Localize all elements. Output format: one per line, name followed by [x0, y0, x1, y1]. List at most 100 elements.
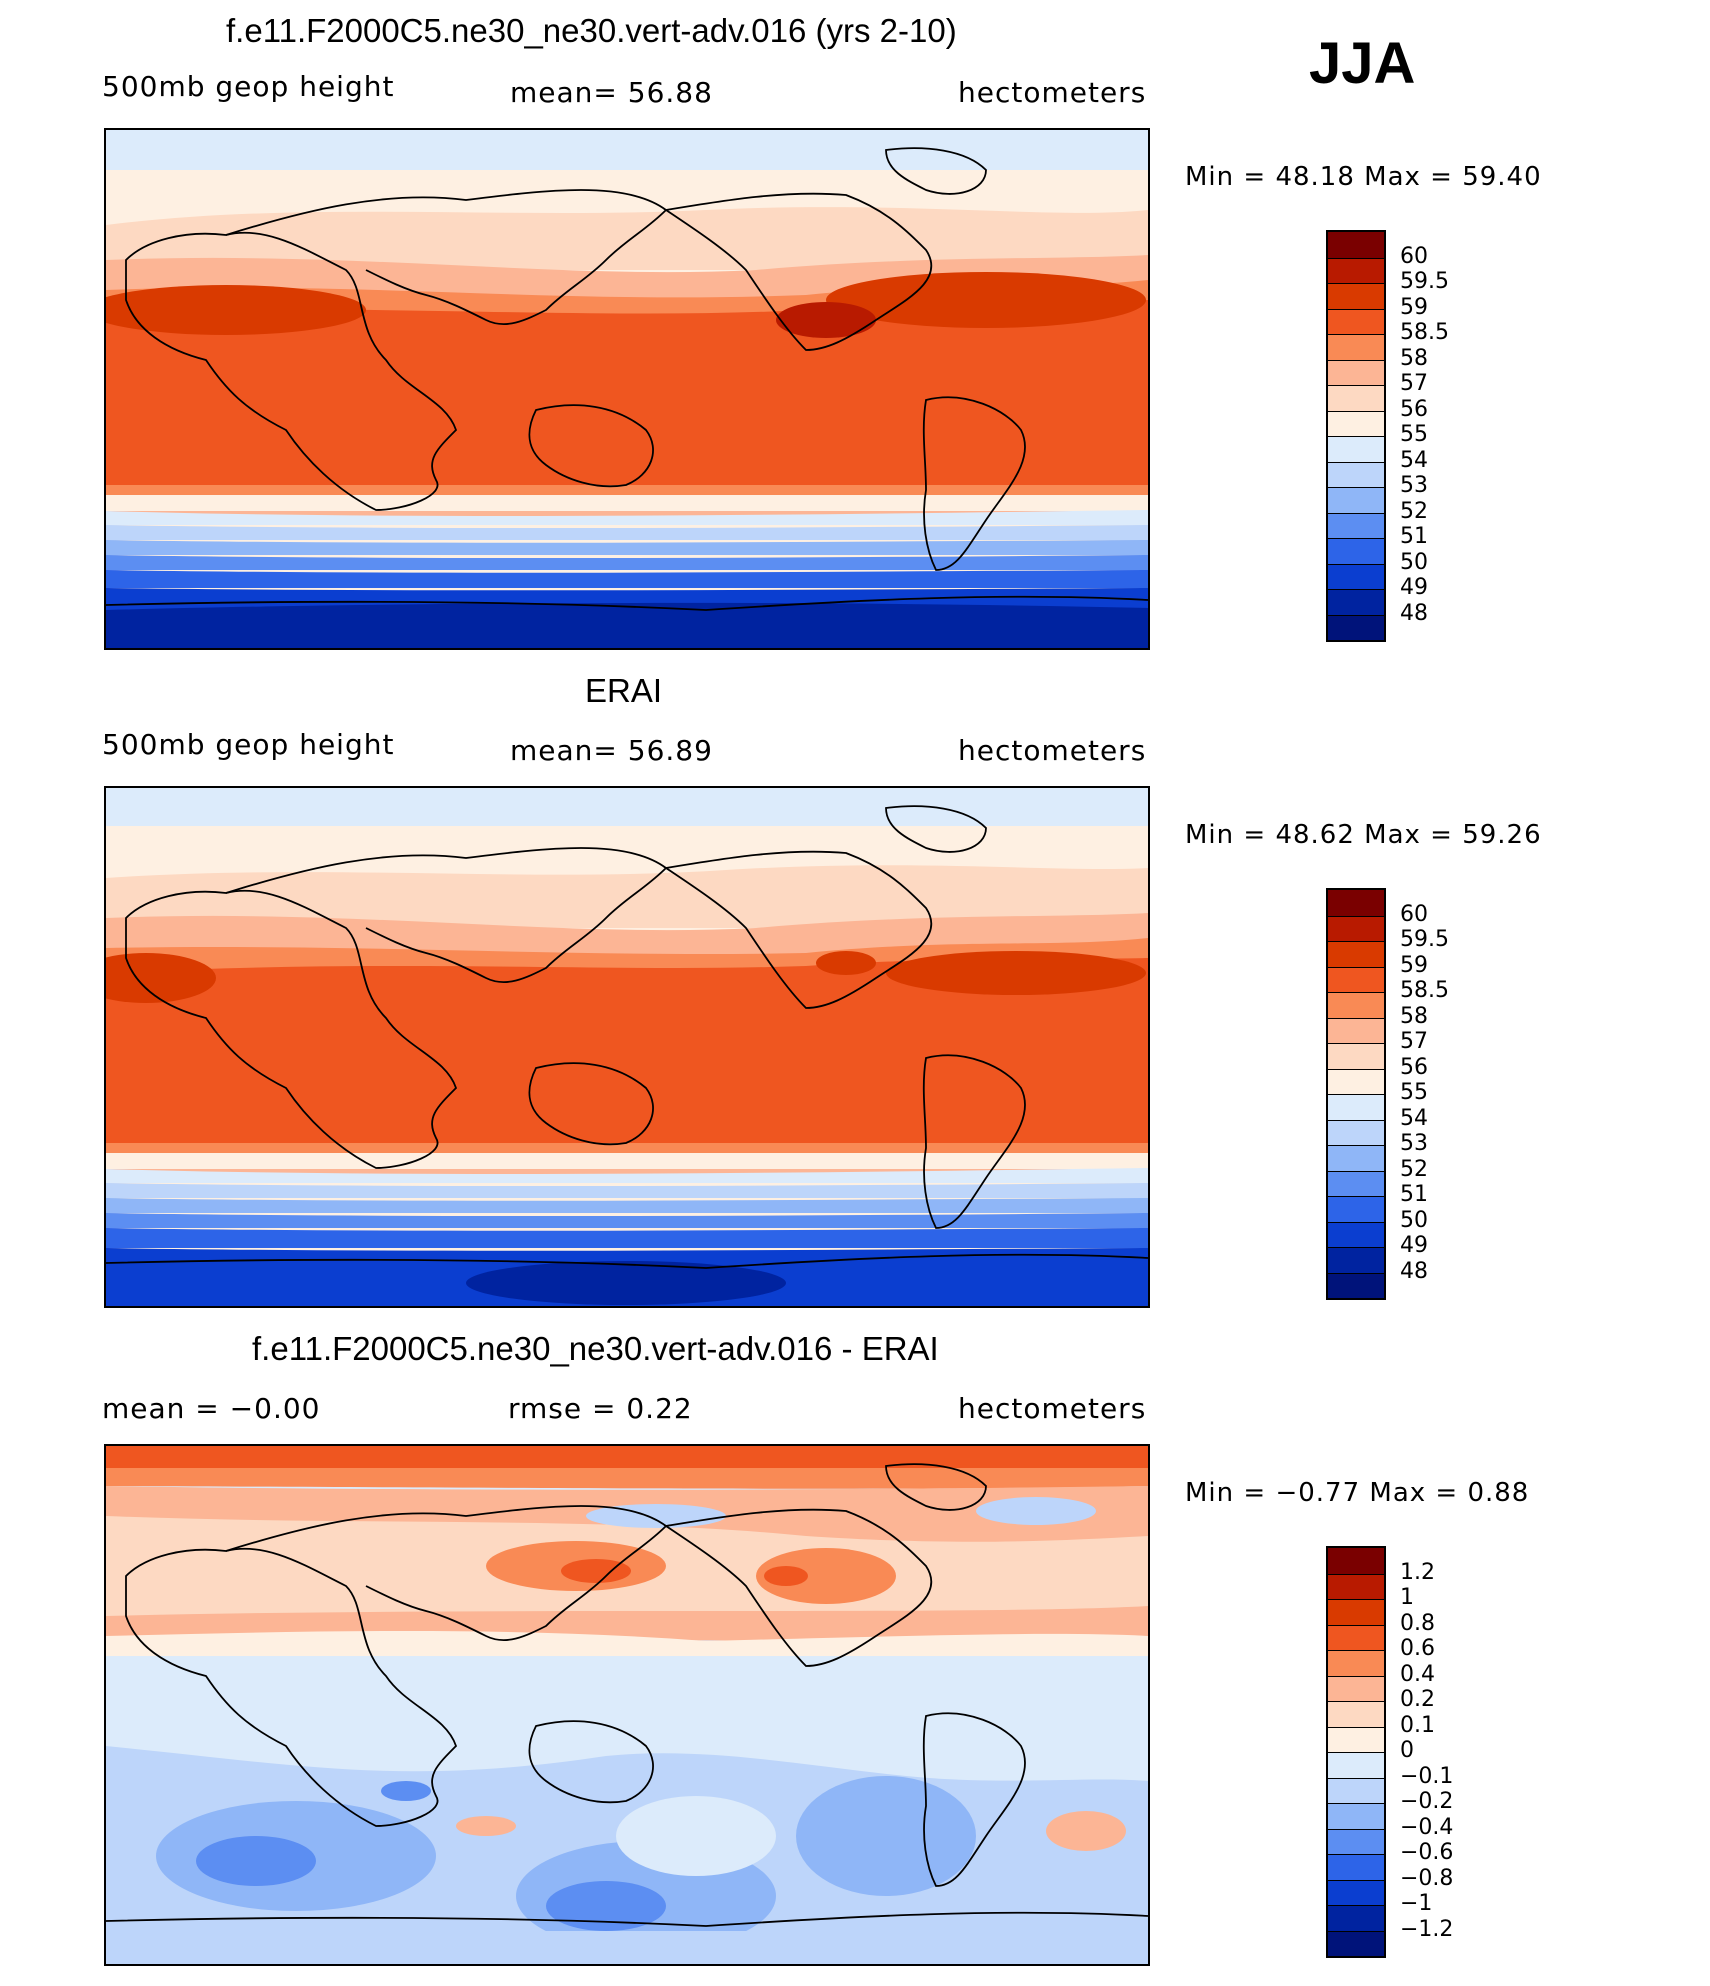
- colorbar-swatch: [1328, 966, 1384, 992]
- colorbar-swatch: [1328, 1599, 1384, 1625]
- panel1-minmax: Min = 48.18 Max = 59.40: [1185, 162, 1542, 192]
- colorbar-swatch: [1328, 1777, 1384, 1803]
- panel2-mean-label: mean= 56.89: [510, 734, 713, 767]
- colorbar-label: 56: [1400, 396, 1428, 422]
- colorbar-label: 1.2: [1400, 1559, 1435, 1585]
- colorbar-swatch: [1328, 257, 1384, 283]
- colorbar-label: 49: [1400, 1233, 1428, 1258]
- colorbar-swatch: [1328, 334, 1384, 360]
- colorbar-label: 1: [1400, 1585, 1414, 1610]
- colorbar-label: 59.5: [1400, 927, 1449, 952]
- colorbar-swatch: [1328, 410, 1384, 436]
- colorbar-label: 53: [1400, 473, 1428, 498]
- colorbar-swatch: [1328, 1145, 1384, 1171]
- panel3-mean-label: mean = −0.00: [102, 1392, 321, 1425]
- colorbar-swatch: [1328, 1170, 1384, 1196]
- colorbar-label: −0.4: [1400, 1814, 1454, 1840]
- panel2-map: [104, 786, 1150, 1308]
- colorbar-swatch: [1328, 308, 1384, 334]
- colorbar-label: 55: [1400, 422, 1428, 447]
- colorbar-label: −0.2: [1400, 1789, 1454, 1814]
- colorbar-swatch: [1328, 1043, 1384, 1069]
- colorbar-label: −0.8: [1400, 1865, 1454, 1891]
- panel3-contour-field: [106, 1446, 1148, 1964]
- colorbar-swatch: [1328, 232, 1384, 258]
- colorbar-label: 52: [1400, 1156, 1428, 1182]
- colorbar-swatch: [1328, 1905, 1384, 1931]
- colorbar-label: 52: [1400, 498, 1428, 524]
- colorbar-swatch: [1328, 359, 1384, 385]
- colorbar-swatch: [1328, 1573, 1384, 1599]
- colorbar-swatch: [1328, 1119, 1384, 1145]
- panel3-rmse-label: rmse = 0.22: [508, 1392, 693, 1425]
- colorbar-swatch: [1328, 436, 1384, 462]
- panel1-title: f.e11.F2000C5.ne30_ne30.vert-adv.016 (yr…: [226, 12, 957, 49]
- colorbar-swatch: [1328, 538, 1384, 564]
- colorbar-swatch: [1328, 1221, 1384, 1247]
- colorbar-swatch: [1328, 1701, 1384, 1727]
- colorbar-swatch: [1328, 1879, 1384, 1905]
- colorbar-swatch: [1328, 1828, 1384, 1854]
- colorbar-swatch: [1328, 1272, 1384, 1298]
- colorbar-swatch: [1328, 1247, 1384, 1273]
- colorbar-swatch: [1328, 1752, 1384, 1778]
- colorbar-label: 60: [1400, 901, 1428, 927]
- colorbar-swatch: [1328, 915, 1384, 941]
- colorbar-swatch: [1328, 1854, 1384, 1880]
- colorbar-swatch: [1328, 1803, 1384, 1829]
- panel1-mean-label: mean= 56.88: [510, 76, 713, 109]
- panel3-map: [104, 1444, 1150, 1966]
- panel2-units-label: hectometers: [958, 734, 1147, 767]
- panel2-minmax: Min = 48.62 Max = 59.26: [1185, 820, 1542, 850]
- panel3-minmax: Min = −0.77 Max = 0.88: [1185, 1478, 1530, 1508]
- colorbar-label: 60: [1400, 243, 1428, 269]
- panel2-contour-field: [106, 788, 1148, 1306]
- colorbar-swatch: [1328, 461, 1384, 487]
- colorbar-swatch: [1328, 589, 1384, 615]
- colorbar-swatch: [1328, 487, 1384, 513]
- colorbar-label: 54: [1400, 447, 1428, 473]
- colorbar-swatch: [1328, 1094, 1384, 1120]
- colorbar-swatch: [1328, 890, 1384, 916]
- colorbar-label: 0.6: [1400, 1636, 1435, 1661]
- colorbar-label: 49: [1400, 575, 1428, 600]
- colorbar-label: −1: [1400, 1891, 1433, 1916]
- season-label: JJA: [1309, 31, 1416, 96]
- colorbar-swatch: [1328, 1068, 1384, 1094]
- colorbar-label: 51: [1400, 524, 1428, 549]
- colorbar-label: −0.1: [1400, 1763, 1454, 1789]
- colorbar-swatch: [1328, 1548, 1384, 1574]
- colorbar-label: 58: [1400, 1003, 1428, 1029]
- panel3-title: f.e11.F2000C5.ne30_ne30.vert-adv.016 - E…: [252, 1330, 939, 1367]
- panel1-contour-field: [106, 130, 1148, 648]
- colorbar-swatch: [1328, 1017, 1384, 1043]
- colorbar-swatch: [1328, 1650, 1384, 1676]
- panel3-units-label: hectometers: [958, 1392, 1147, 1425]
- panel1-units-label: hectometers: [958, 76, 1147, 109]
- panel1-colorbar: [1326, 230, 1386, 642]
- colorbar-swatch: [1328, 1624, 1384, 1650]
- panel3-colorbar: [1326, 1546, 1386, 1958]
- colorbar-swatch: [1328, 1930, 1384, 1956]
- colorbar-label: 57: [1400, 371, 1428, 396]
- colorbar-label: −0.6: [1400, 1840, 1454, 1865]
- colorbar-swatch: [1328, 941, 1384, 967]
- colorbar-label: 59.5: [1400, 269, 1449, 294]
- colorbar-label: 48: [1400, 1258, 1428, 1284]
- colorbar-swatch: [1328, 1726, 1384, 1752]
- colorbar-label: 57: [1400, 1029, 1428, 1054]
- colorbar-label: 50: [1400, 1207, 1428, 1233]
- colorbar-label: −1.2: [1400, 1916, 1454, 1942]
- colorbar-swatch: [1328, 563, 1384, 589]
- colorbar-label: 51: [1400, 1182, 1428, 1207]
- panel2-colorbar: [1326, 888, 1386, 1300]
- panel2-title: ERAI: [585, 672, 663, 709]
- colorbar-label: 0: [1400, 1738, 1414, 1763]
- colorbar-label: 0.1: [1400, 1712, 1435, 1738]
- panel2-variable-label: 500mb geop height: [102, 728, 395, 761]
- colorbar-label: 58.5: [1400, 320, 1449, 345]
- colorbar-swatch: [1328, 1196, 1384, 1222]
- colorbar-label: 56: [1400, 1054, 1428, 1080]
- colorbar-label: 50: [1400, 549, 1428, 575]
- panel1-variable-label: 500mb geop height: [102, 70, 395, 103]
